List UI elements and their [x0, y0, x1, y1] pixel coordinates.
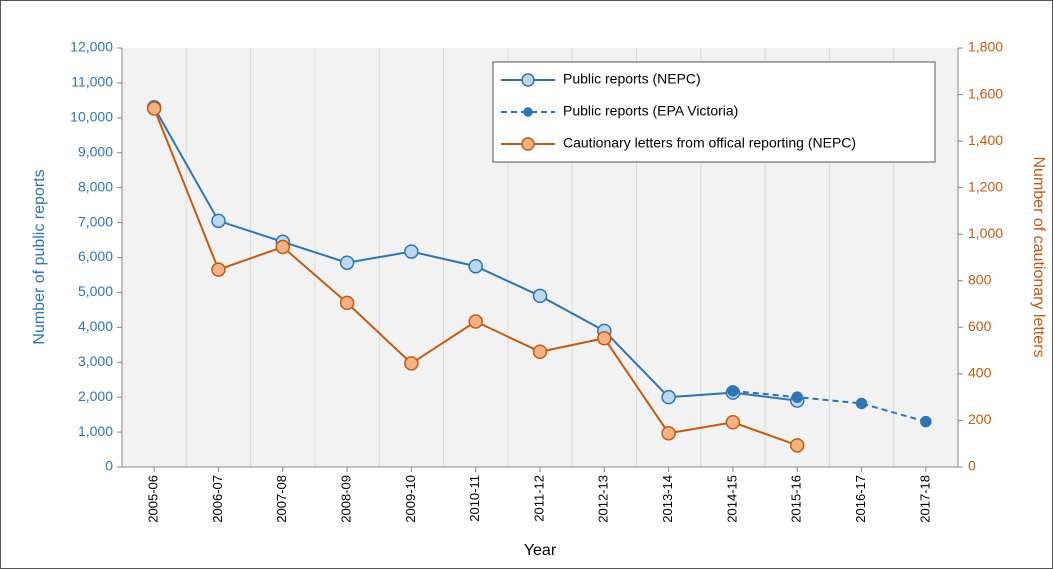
data-point — [597, 331, 612, 346]
y2-axis-label: Number of cautionary letters — [1030, 157, 1047, 358]
y2-tick-label: 1,600 — [968, 85, 1003, 101]
y-tick-label: 7,000 — [78, 213, 113, 229]
legend-label: Cautionary letters from offical reportin… — [563, 135, 856, 151]
data-point — [211, 262, 226, 277]
x-tick-label: 2012-13 — [596, 475, 611, 523]
y2-tick-label: 1,400 — [968, 132, 1003, 148]
y-tick-label: 10,000 — [70, 109, 113, 125]
legend-marker — [523, 107, 533, 117]
data-point — [404, 356, 419, 371]
y-tick-label: 2,000 — [78, 388, 113, 404]
data-point — [339, 255, 355, 270]
x-tick-label: 2007-08 — [274, 475, 289, 523]
x-tick-label: 2010-11 — [467, 475, 482, 522]
x-tick-label: 2014-15 — [724, 475, 739, 523]
legend-marker — [521, 73, 535, 87]
y-tick-label: 6,000 — [78, 248, 113, 264]
data-point — [920, 415, 932, 428]
y-tick-label: 4,000 — [78, 318, 113, 334]
y2-tick-label: 1,000 — [968, 225, 1003, 241]
x-tick-label: 2016-17 — [853, 475, 868, 523]
legend-box — [492, 61, 936, 163]
x-tick-label: 2013-14 — [660, 475, 675, 523]
data-point — [532, 344, 548, 360]
x-tick-label: 2005-06 — [146, 475, 161, 523]
data-point — [404, 244, 419, 259]
x-tick-label: 2017-18 — [917, 475, 932, 523]
data-point — [275, 239, 291, 255]
legend-label: Public reports (EPA Victoria) — [563, 103, 738, 119]
legend-marker — [521, 137, 535, 151]
data-point — [855, 397, 868, 410]
data-point — [727, 385, 739, 397]
y2-tick-label: 0 — [968, 458, 976, 474]
y-tick-label: 11,000 — [71, 74, 113, 90]
y-tick-label: 5,000 — [78, 283, 113, 299]
series-line — [732, 389, 927, 423]
x-axis-label: Year — [524, 542, 557, 559]
x-tick-label: 2015-16 — [789, 475, 804, 523]
data-point — [146, 101, 162, 116]
y-tick-label: 0 — [105, 458, 113, 474]
y2-tick-label: 1,200 — [968, 178, 1003, 194]
x-tick-label: 2011-12 — [531, 475, 546, 522]
y2-tick-label: 1,800 — [968, 39, 1003, 55]
x-tick-label: 2006-07 — [210, 475, 225, 523]
data-point — [532, 288, 548, 304]
x-tick-label: 2009-10 — [403, 475, 418, 523]
data-point — [725, 415, 741, 430]
y2-tick-label: 400 — [968, 365, 992, 381]
y-tick-label: 1,000 — [78, 423, 113, 439]
y-axis-label: Number of public reports — [31, 169, 48, 344]
data-point — [339, 295, 355, 311]
data-point — [661, 425, 676, 441]
data-point — [211, 213, 226, 229]
y-tick-label: 8,000 — [78, 178, 113, 194]
y2-tick-label: 600 — [968, 318, 992, 334]
y-tick-label: 9,000 — [78, 143, 113, 159]
data-point — [791, 391, 803, 403]
data-point — [789, 438, 805, 453]
y2-tick-label: 200 — [968, 411, 992, 427]
legend-label: Public reports (NEPC) — [563, 71, 701, 87]
y-tick-label: 12,000 — [70, 39, 113, 55]
y-tick-label: 3,000 — [78, 353, 113, 369]
y2-tick-label: 800 — [968, 271, 992, 287]
data-point — [661, 389, 676, 405]
data-point — [468, 314, 483, 329]
data-point — [468, 258, 483, 274]
x-tick-label: 2008-09 — [339, 475, 354, 523]
